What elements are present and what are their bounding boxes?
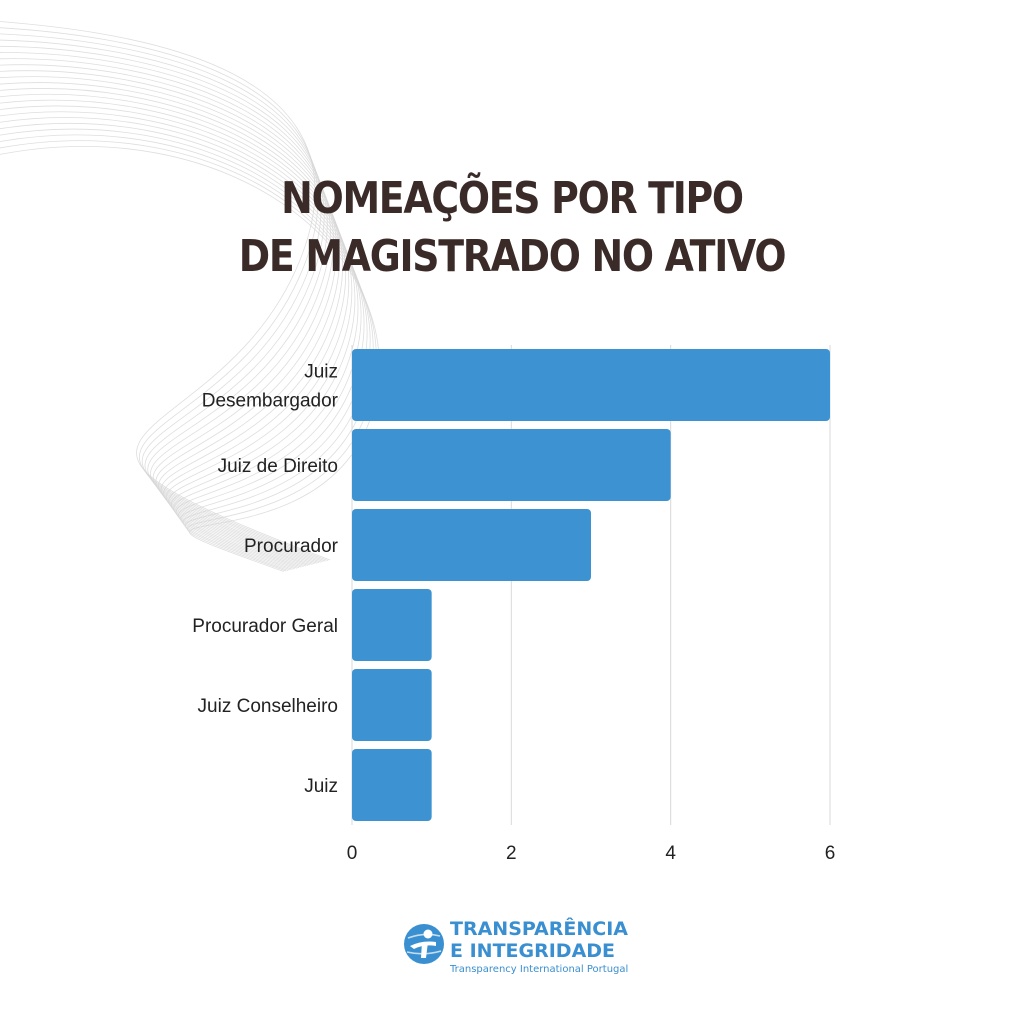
background-wave-line — [0, 93, 353, 567]
category-label-2: Procurador — [244, 536, 339, 557]
category-label-line: Procurador — [244, 536, 339, 557]
category-label-0: Juiz Desembargador — [202, 362, 339, 412]
category-label-4: Juiz Conselheiro — [198, 696, 338, 717]
x-tick-label-0: 0 — [347, 843, 358, 864]
category-label-5: Juiz — [304, 776, 338, 797]
bar-4 — [352, 669, 432, 741]
background-wave-line — [0, 105, 359, 569]
brand-name-line-2: E INTEGRIDADE — [450, 940, 616, 962]
category-label-line: Juiz — [304, 776, 338, 797]
brand-subtitle: Transparency International Portugal — [450, 964, 629, 975]
brand-logo: TRANSPARÊNCIA E INTEGRIDADE Transparency… — [402, 918, 632, 982]
x-tick-label-2: 2 — [506, 843, 517, 864]
bar-1 — [352, 429, 671, 501]
background-wave-line — [0, 76, 343, 566]
bar-2 — [352, 509, 591, 581]
background-wave-line — [0, 82, 346, 566]
bar-5 — [352, 749, 432, 821]
category-label-line: Desembargador — [202, 391, 339, 412]
brand-wordmark: TRANSPARÊNCIA E INTEGRIDADE Transparency… — [450, 918, 628, 977]
category-label-line: Procurador Geral — [192, 616, 338, 637]
ti-globe-figure-icon — [404, 924, 444, 964]
category-label-line: Juiz — [304, 362, 338, 383]
chart-title: NOMEAÇÕES POR TIPO DE MAGISTRADO NO ATIV… — [72, 170, 953, 286]
brand-name-line-1: TRANSPARÊNCIA — [450, 918, 628, 940]
x-tick-label-4: 4 — [665, 843, 676, 864]
category-label-line: Juiz de Direito — [218, 456, 338, 477]
category-label-1: Juiz de Direito — [218, 456, 338, 477]
background-wave-line — [0, 111, 362, 569]
chart-title-line-2: DE MAGISTRADO NO ATIVO — [238, 231, 787, 282]
background-wave-line — [0, 146, 380, 572]
x-tick-label-6: 6 — [825, 843, 836, 864]
category-label-line: Juiz Conselheiro — [198, 696, 338, 717]
background-wave-line — [0, 99, 356, 568]
bar-3 — [352, 589, 432, 661]
background-wave-line — [0, 88, 350, 567]
bar-0 — [352, 349, 830, 421]
category-label-3: Procurador Geral — [192, 616, 338, 637]
chart-title-line-1: NOMEAÇÕES POR TIPO — [281, 173, 744, 224]
